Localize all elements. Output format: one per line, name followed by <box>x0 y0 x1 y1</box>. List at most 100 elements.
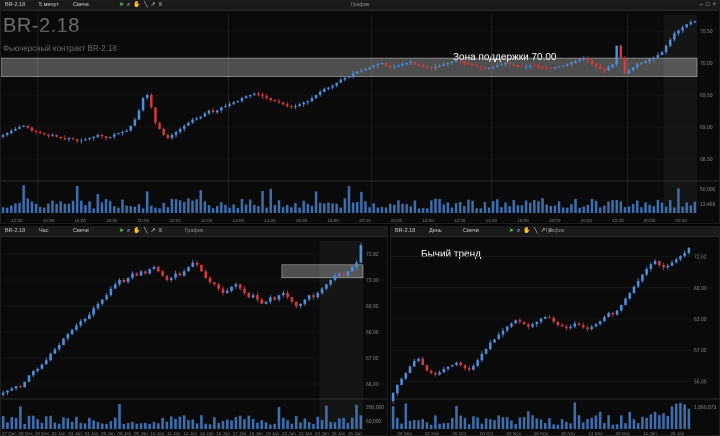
candle-body <box>689 22 693 25</box>
arrow-tool-icon[interactable]: ↗ <box>150 2 156 8</box>
arrow-tool-icon[interactable]: ↗ <box>150 228 156 234</box>
volume-bar <box>351 202 355 213</box>
cursor-icon[interactable]: ➤ <box>119 228 125 234</box>
maximize-icon[interactable]: □ <box>705 2 710 8</box>
line-tool-icon[interactable]: ╲ <box>143 228 148 234</box>
time-tick-label: 14:00 <box>43 218 55 223</box>
volume-bar <box>199 190 202 213</box>
zoom-icon[interactable]: ⌕ <box>127 2 131 8</box>
chart-canvas-hour[interactable]: 72.82 72.00 69.00 66.00 67.00 66.00 200,000 60,… <box>1 237 388 436</box>
candle-body <box>574 61 577 63</box>
timeframe-selector[interactable]: День <box>429 228 442 234</box>
timeframe-selector[interactable]: Час <box>39 228 49 234</box>
chart-panel-5min[interactable]: BR-2.18 5 минут Свечи ➤ ⌕ ✋ ╲ ↗ ≡ График… <box>0 0 720 224</box>
volume-bar <box>59 201 62 213</box>
volume-bar <box>508 206 511 213</box>
candle-body <box>265 96 268 99</box>
symbol-selector[interactable]: BR-2.18 <box>395 228 416 234</box>
candle-body <box>350 267 354 272</box>
settings-icon[interactable]: ≡ <box>158 2 163 8</box>
volume-bar <box>152 421 156 429</box>
candle-body <box>314 95 318 99</box>
candle-body <box>413 61 417 65</box>
volume-bar <box>543 423 547 429</box>
timeframe-selector[interactable]: 5 минут <box>39 2 59 8</box>
volume-tick-label: 13,469 <box>700 202 716 208</box>
hand-icon[interactable]: ✋ <box>133 228 141 234</box>
time-tick-label: 03 Jan <box>68 431 82 436</box>
volume-bar <box>88 417 91 429</box>
hand-icon[interactable]: ✋ <box>523 228 531 234</box>
line-tool-icon[interactable]: ╲ <box>533 228 538 234</box>
candle-body <box>677 30 680 34</box>
chart-panel-hour[interactable]: BR-2.18 Час Свечи ➤ ⌕ ✋ ╲ ↗ ≡ График 72.… <box>0 226 388 436</box>
price-tick-label: 69.50 <box>700 93 713 99</box>
zoom-icon[interactable]: ⌕ <box>517 228 521 234</box>
hand-icon[interactable]: ✋ <box>133 2 141 8</box>
candle-body <box>438 65 441 67</box>
arrow-tool-icon[interactable]: ↗ <box>540 228 546 234</box>
volume-bar <box>455 405 458 429</box>
chart-panel-day[interactable]: BR-2.18 День Свечи ➤ ⌕ ✋ ╲ ↗ ≡ График Бы… <box>390 226 720 436</box>
candle-body <box>685 24 688 28</box>
minimize-icon[interactable]: – <box>699 2 703 8</box>
volume-bar <box>294 416 298 429</box>
chart-type-selector[interactable]: Свечи <box>73 2 89 8</box>
time-tick-label: 12 Jan <box>183 431 197 436</box>
volume-bar <box>553 205 557 213</box>
volume-bar <box>438 423 441 429</box>
candle-body <box>645 269 648 275</box>
candle-body <box>187 267 190 272</box>
chart-type-selector[interactable]: Свечи <box>463 228 479 234</box>
candle-body <box>364 69 367 71</box>
chart-type-selector[interactable]: Свечи <box>73 228 89 234</box>
candle-body <box>531 324 534 327</box>
volume-bar <box>668 200 672 213</box>
settings-icon[interactable]: ≡ <box>548 228 553 234</box>
price-tick-label: 72.82 <box>366 252 379 258</box>
volume-bar <box>518 417 522 429</box>
candle-body <box>434 66 437 68</box>
candle-body <box>539 318 543 322</box>
candle-body <box>339 79 342 83</box>
close-icon[interactable]: × <box>712 2 716 8</box>
candle-body <box>238 284 242 289</box>
candle-body <box>628 293 631 299</box>
line-tool-icon[interactable]: ╲ <box>143 2 148 8</box>
candle-body <box>1 392 5 395</box>
volume-bar <box>137 204 141 213</box>
candle-body <box>590 60 594 65</box>
candle-body <box>10 130 13 134</box>
cursor-icon[interactable]: ➤ <box>119 2 125 8</box>
candle-body <box>294 301 298 306</box>
volume-bar <box>573 402 577 429</box>
candle-body <box>63 138 67 140</box>
volume-bar <box>590 198 594 213</box>
candle-body <box>472 365 475 370</box>
cursor-icon[interactable]: ➤ <box>509 228 515 234</box>
candle-body <box>681 27 684 31</box>
candle-body <box>674 259 678 263</box>
time-tick-label: 09 Jan <box>134 431 148 436</box>
candle-body <box>256 295 259 300</box>
chart-canvas-day[interactable]: 72.62 69.00 63.00 57.00 55.00 1,860,873 08 Sep… <box>391 237 720 436</box>
chart-canvas-5min[interactable]: 70.50 70.00 69.50 69.00 68.50 50,000 13,469 12:… <box>1 11 720 224</box>
price-tick-label: 63.00 <box>694 317 707 323</box>
time-tick-label: 22:00 <box>169 218 181 223</box>
candle-body <box>666 265 670 268</box>
symbol-selector[interactable]: BR-2.18 <box>5 228 26 234</box>
price-tick-label: 72.00 <box>366 278 379 284</box>
symbol-selector[interactable]: BR-2.18 <box>5 2 26 8</box>
settings-icon[interactable]: ≡ <box>158 228 163 234</box>
zoom-icon[interactable]: ⌕ <box>127 228 131 234</box>
candle-body <box>251 295 255 298</box>
candle-body <box>590 326 593 329</box>
volume-bar <box>306 203 310 213</box>
candle-body <box>658 261 661 265</box>
instrument-title: BR-2.18 <box>3 15 80 37</box>
candle-body <box>644 61 647 63</box>
volume-bar <box>446 202 450 213</box>
candle-body <box>55 135 58 137</box>
candle-body <box>463 365 467 369</box>
volume-bar <box>636 423 640 429</box>
